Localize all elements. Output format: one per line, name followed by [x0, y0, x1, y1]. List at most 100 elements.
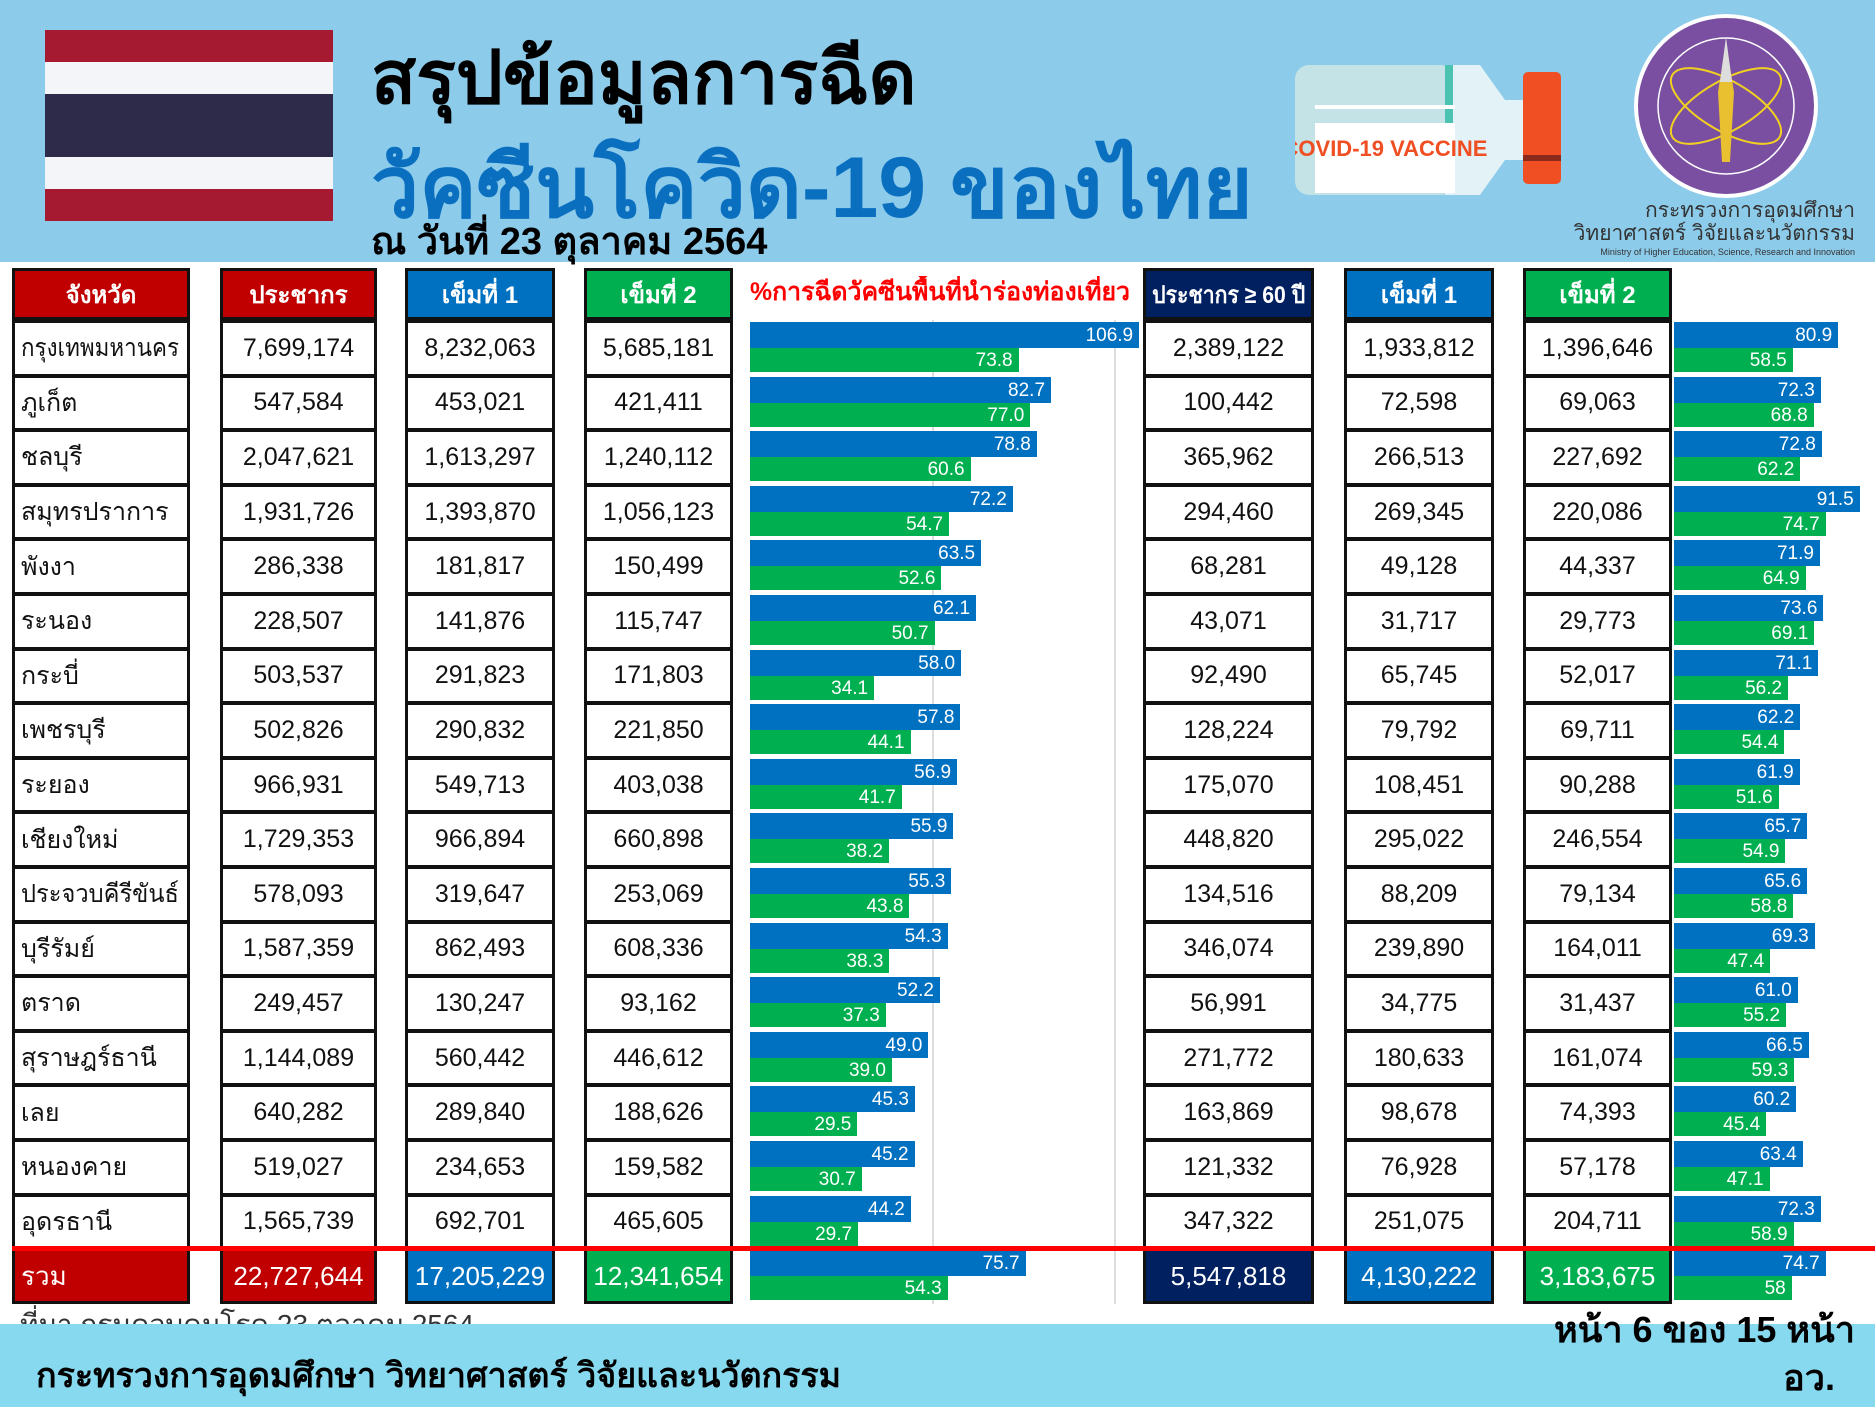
- cell-dose2_60: 74,393: [1523, 1084, 1672, 1141]
- cell-dose2: 150,499: [584, 538, 733, 595]
- cell-population: 503,537: [220, 647, 377, 705]
- header-dose1: เข็มที่ 1: [405, 268, 555, 320]
- cell-province-text: ระนอง: [21, 607, 93, 636]
- cell-province-text: ตราด: [21, 989, 81, 1018]
- dose2-bar: 30.7: [750, 1167, 862, 1191]
- cell-dose2_60-text: 161,074: [1552, 1043, 1643, 1072]
- cell-dose1_60-text: 108,451: [1373, 770, 1465, 799]
- dose2-bar: 68.8: [1674, 402, 1814, 427]
- cell-province: เพชรบุรี: [12, 702, 190, 759]
- dose1-bar: 72.3: [1674, 376, 1821, 403]
- cell-pop60: 365,962: [1143, 429, 1314, 486]
- dose2-bar: 50.7: [750, 621, 935, 645]
- dose1-bar: 72.8: [1674, 431, 1822, 458]
- dose2-bar: 58.9: [1674, 1221, 1794, 1246]
- cell-dose2: 171,803: [584, 647, 733, 705]
- cell-dose1: 181,817: [405, 538, 555, 595]
- cell-population: 502,826: [220, 702, 377, 759]
- cell-population: 1,587,359: [220, 920, 377, 978]
- logo-text-en: Ministry of Higher Education, Science, R…: [1600, 247, 1855, 257]
- cell-dose1: 289,840: [405, 1084, 555, 1141]
- total-population: 22,727,644: [220, 1248, 377, 1305]
- cell-pop60-text: 100,442: [1183, 388, 1274, 417]
- cell-population: 286,338: [220, 538, 377, 595]
- cell-dose1: 560,442: [405, 1029, 555, 1087]
- dose1-bar: 52.2: [750, 977, 940, 1004]
- cell-province-text: ประจวบคีรีขันธ์: [21, 880, 179, 909]
- dose1-bar: 72.3: [1674, 1195, 1821, 1222]
- cell-population: 966,931: [220, 756, 377, 814]
- cell-dose2: 93,162: [584, 975, 733, 1032]
- cell-dose1-text: 862,493: [434, 934, 526, 963]
- cell-population-text: 519,027: [253, 1152, 344, 1181]
- cell-pop60: 448,820: [1143, 811, 1314, 868]
- dose2-bar: 58.8: [1674, 894, 1794, 918]
- cell-dose1-text: 181,817: [434, 552, 526, 581]
- cell-province-text: เชียงใหม่: [21, 825, 119, 854]
- cell-population-text: 966,931: [253, 770, 344, 799]
- cell-dose1_60: 88,209: [1344, 866, 1494, 923]
- cell-dose1_60: 269,345: [1344, 483, 1494, 541]
- dose2-bar: 29.5: [750, 1112, 858, 1137]
- dose2-bar: 60.6: [750, 457, 971, 482]
- cell-dose1_60-text: 88,209: [1380, 879, 1458, 908]
- cell-pop60: 121,332: [1143, 1139, 1314, 1196]
- cell-dose1_60: 34,775: [1344, 975, 1494, 1032]
- cell-dose2: 660,898: [584, 811, 733, 868]
- dose2-bar: 44.1: [750, 730, 911, 755]
- cell-dose2-text: 159,582: [613, 1152, 704, 1181]
- cell-province: ระยอง: [12, 756, 190, 814]
- cell-dose2_60: 246,554: [1523, 811, 1672, 868]
- cell-dose1: 234,653: [405, 1139, 555, 1196]
- dose2-bar: 39.0: [750, 1057, 892, 1082]
- cell-dose1-text: 453,021: [434, 388, 526, 417]
- dose1-bar: 106.9: [750, 322, 1140, 348]
- total-dose2_60: 3,183,675: [1523, 1248, 1672, 1305]
- dose1-bar: 91.5: [1674, 485, 1860, 512]
- cell-population: 519,027: [220, 1139, 377, 1196]
- page-indicator: หน้า 6 ของ 15 หน้า: [1554, 1309, 1855, 1350]
- cell-dose1_60-text: 239,890: [1373, 934, 1465, 963]
- cell-dose2_60-text: 57,178: [1559, 1152, 1636, 1181]
- cell-dose2: 465,605: [584, 1193, 733, 1251]
- cell-dose1-text: 234,653: [434, 1152, 526, 1181]
- cell-pop60-text: 294,460: [1183, 497, 1274, 526]
- cell-province-text: กรุงเทพมหานคร: [21, 334, 179, 363]
- logo-text-th2: วิทยาศาสตร์ วิจัยและนวัตกรรม: [1573, 222, 1855, 245]
- dose2-bar: 58.5: [1674, 348, 1793, 372]
- cell-province: เชียงใหม่: [12, 811, 190, 868]
- cell-dose1_60: 239,890: [1344, 920, 1494, 978]
- cell-population: 547,584: [220, 374, 377, 432]
- cell-province: บุรีรัมย์: [12, 920, 190, 978]
- cell-dose1: 453,021: [405, 374, 555, 432]
- dose2-bar: 77.0: [750, 402, 1031, 427]
- cell-population: 1,144,089: [220, 1029, 377, 1087]
- dose1-bar: 58.0: [750, 649, 962, 676]
- cell-dose1-text: 291,823: [434, 661, 526, 690]
- header-dose1_60-text: เข็มที่ 1: [1380, 281, 1458, 309]
- cell-province-text: พังงา: [21, 552, 76, 581]
- dose2-bar: 34.1: [750, 675, 875, 700]
- cell-pop60: 128,224: [1143, 702, 1314, 759]
- cell-population-text: 503,537: [253, 661, 344, 690]
- cell-dose1_60: 79,792: [1344, 702, 1494, 759]
- dose2-bar: 56.2: [1674, 675, 1789, 700]
- cell-dose1_60-text: 49,128: [1380, 552, 1458, 581]
- cell-dose2_60-text: 69,063: [1559, 388, 1636, 417]
- cell-population-text: 578,093: [253, 879, 344, 908]
- cell-pop60-text: 128,224: [1183, 715, 1274, 744]
- cell-pop60: 175,070: [1143, 756, 1314, 814]
- cell-dose1_60-text: 72,598: [1380, 388, 1458, 417]
- cell-dose1: 8,232,063: [405, 320, 555, 377]
- dose1-bar: 57.8: [750, 704, 961, 731]
- cell-dose2_60: 79,134: [1523, 866, 1672, 923]
- cell-province: สุราษฎร์ธานี: [12, 1029, 190, 1087]
- cell-province: พังงา: [12, 538, 190, 595]
- cell-dose1: 291,823: [405, 647, 555, 705]
- header-dose2: เข็มที่ 2: [584, 268, 733, 320]
- dose1-bar: 71.9: [1674, 540, 1820, 567]
- cell-province-text: เพชรบุรี: [21, 716, 106, 745]
- cell-dose1_60: 98,678: [1344, 1084, 1494, 1141]
- cell-province-text: อุดรธานี: [21, 1207, 113, 1236]
- cell-population: 1,565,739: [220, 1193, 377, 1251]
